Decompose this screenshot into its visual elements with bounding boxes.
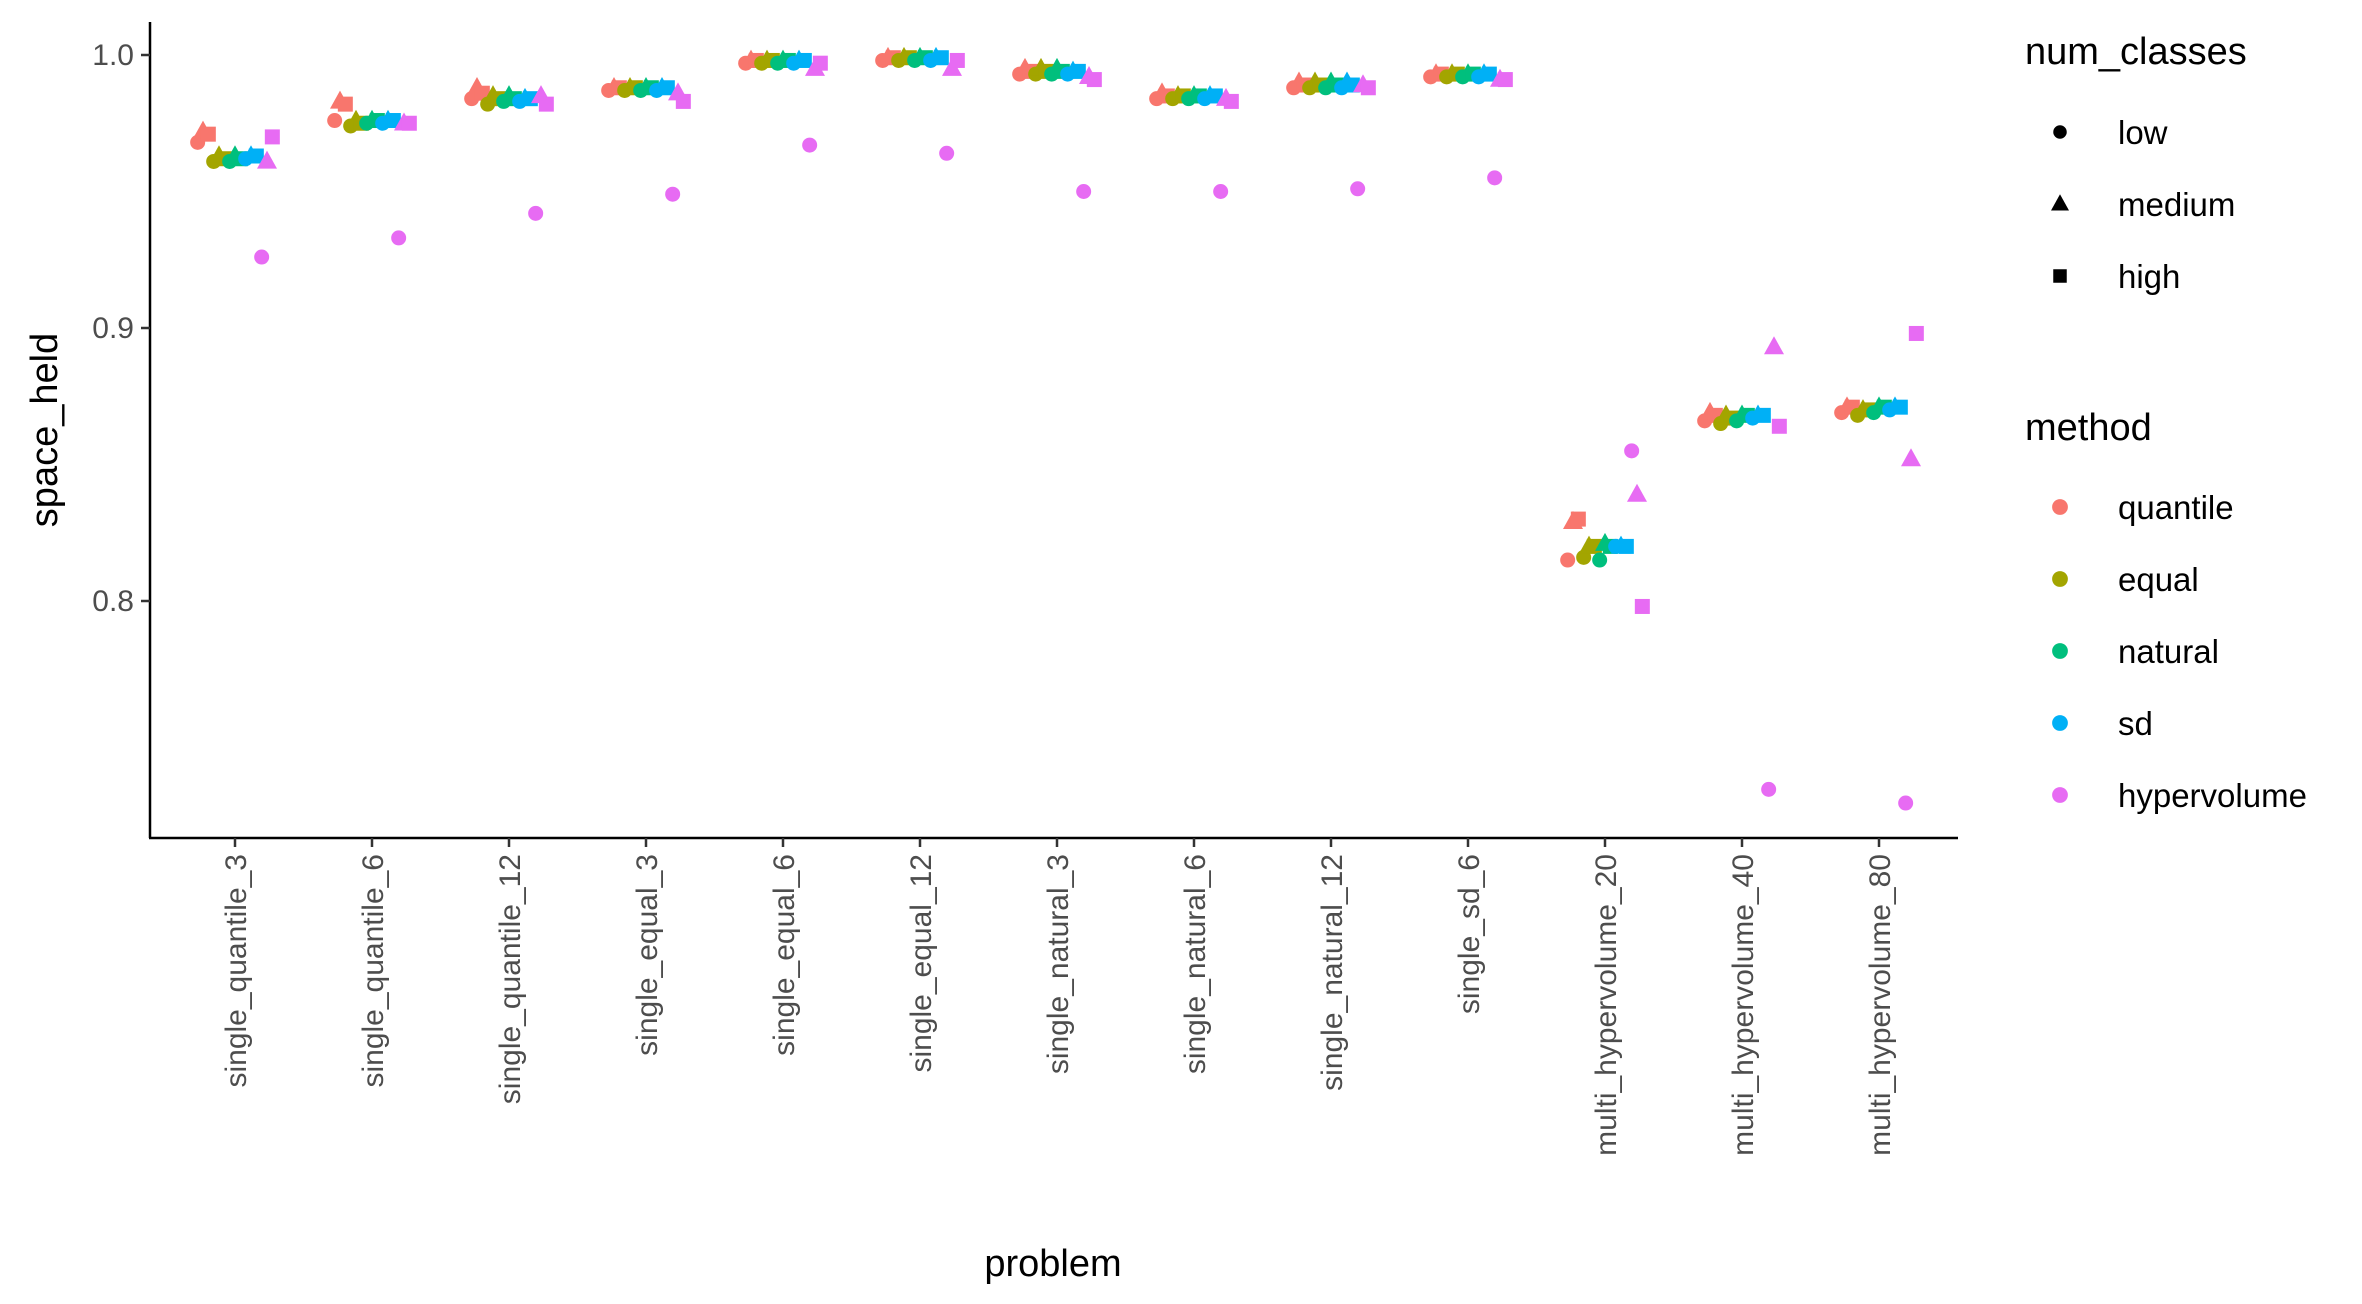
data-point (1592, 552, 1608, 568)
data-point (1207, 88, 1223, 104)
data-point (254, 249, 270, 265)
data-point (1764, 336, 1784, 355)
legend-title-method: method (2025, 407, 2152, 449)
data-point (1497, 72, 1513, 88)
data-point (1076, 184, 1092, 199)
data-point (248, 148, 264, 164)
data-point (1350, 181, 1366, 197)
y-axis-title: space_held (24, 333, 66, 527)
y-ticks: 0.8 0.9 1.0 (92, 39, 150, 618)
data-point (1086, 72, 1102, 88)
legend-label: high (2118, 258, 2180, 295)
x-tick-label: single_quantile_3 (220, 854, 253, 1088)
legend-key-high (2053, 269, 2067, 283)
data-point (528, 205, 544, 221)
data-point (675, 93, 691, 109)
legend-label: quantile (2118, 489, 2234, 526)
data-point (385, 113, 401, 129)
x-tick-label: single_natural_12 (1316, 854, 1349, 1091)
legend-label: hypervolume (2118, 777, 2307, 814)
data-point (391, 230, 407, 246)
x-tick-label: single_quantile_12 (494, 854, 527, 1104)
points-layer (190, 46, 1924, 811)
data-point (1624, 443, 1640, 459)
legend-key-sd (2052, 715, 2068, 731)
data-point (200, 126, 216, 142)
y-tick-label: 1.0 (92, 39, 134, 72)
legend-label: sd (2118, 705, 2153, 742)
legend-key-low (2053, 125, 2067, 139)
data-point (1901, 448, 1921, 467)
data-point (1070, 63, 1086, 79)
data-point (1634, 598, 1650, 614)
legend-title-num-classes: num_classes (2025, 31, 2247, 73)
data-point (264, 129, 280, 145)
data-point (802, 137, 818, 153)
data-point (1761, 781, 1777, 797)
data-point (1898, 795, 1914, 811)
y-tick-label: 0.8 (92, 585, 134, 618)
x-tick-label: multi_hypervolume_20 (1590, 854, 1623, 1156)
x-tick-label: single_equal_6 (768, 854, 801, 1056)
data-point (659, 80, 675, 96)
x-tick-label: single_equal_12 (905, 854, 938, 1073)
data-point (327, 113, 343, 129)
data-point (337, 96, 353, 112)
x-ticks: single_quantile_3 single_quantile_6 single… (220, 838, 1897, 1156)
legend-label: low (2118, 114, 2168, 151)
legend-key-equal (2052, 571, 2068, 587)
data-point (1360, 80, 1376, 96)
data-point (1570, 511, 1586, 527)
legend-key-hypervolume (2052, 787, 2068, 803)
data-point (1487, 170, 1503, 186)
legend-label: natural (2118, 633, 2219, 670)
y-tick-label: 0.9 (92, 312, 134, 345)
x-tick-label: single_sd_6 (1453, 854, 1486, 1014)
data-point (1223, 93, 1239, 109)
x-axis-title: problem (984, 1243, 1121, 1285)
data-point (401, 115, 417, 131)
data-point (939, 145, 955, 161)
x-tick-label: multi_hypervolume_40 (1727, 854, 1760, 1156)
legend-key-quantile (2052, 499, 2068, 515)
data-point (1481, 66, 1497, 82)
legend-label: medium (2118, 186, 2235, 223)
x-tick-label: single_equal_3 (631, 854, 664, 1056)
x-tick-label: single_natural_3 (1042, 854, 1075, 1074)
data-point (257, 150, 277, 169)
x-tick-label: single_natural_6 (1179, 854, 1212, 1074)
data-point (1618, 538, 1634, 554)
data-point (1213, 184, 1229, 199)
x-tick-label: single_quantile_6 (357, 854, 390, 1088)
legend-key-natural (2052, 643, 2068, 659)
x-tick-label: multi_hypervolume_80 (1864, 854, 1897, 1156)
data-point (538, 96, 554, 112)
data-point (1771, 418, 1787, 434)
data-point (933, 50, 949, 66)
data-point (1755, 407, 1771, 423)
data-point (1908, 325, 1924, 341)
legend-key-medium (2051, 194, 2069, 211)
data-point (1627, 483, 1647, 502)
data-point (1560, 552, 1576, 568)
data-point (665, 186, 681, 202)
legend-label: equal (2118, 561, 2199, 598)
data-point (949, 52, 965, 68)
data-point (812, 55, 828, 71)
data-point (796, 52, 812, 68)
data-point (1892, 399, 1908, 415)
